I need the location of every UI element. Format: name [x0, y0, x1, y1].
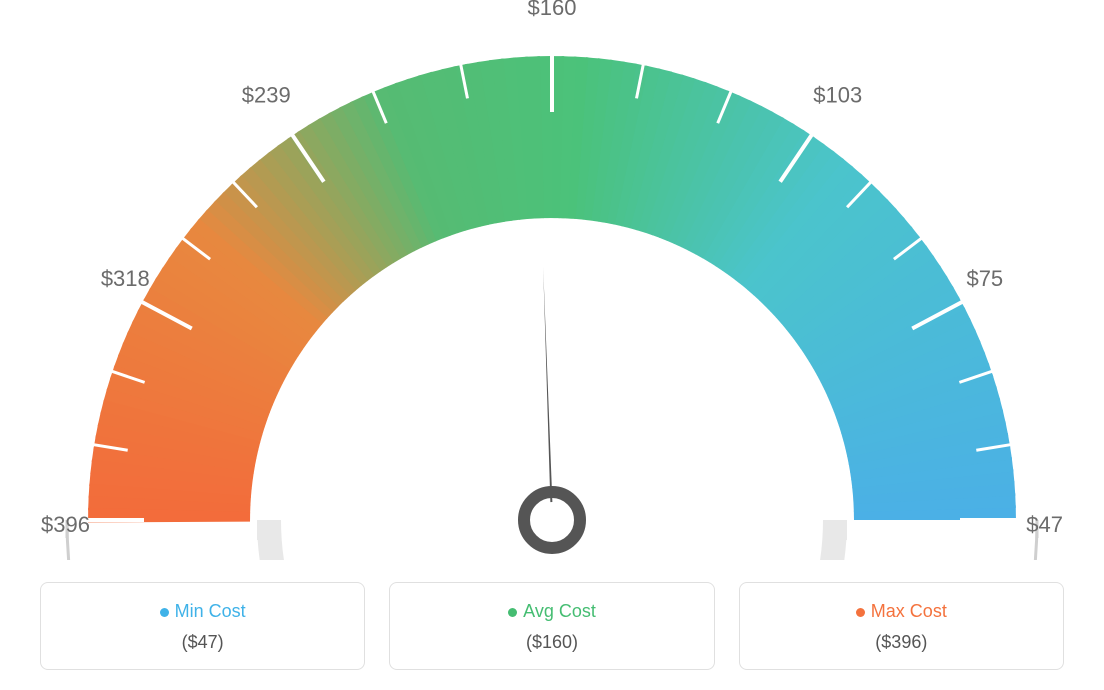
legend-avg-title: Avg Cost: [402, 601, 701, 622]
legend-avg-label: Avg Cost: [523, 601, 596, 621]
svg-text:$160: $160: [528, 0, 577, 20]
legend-row: Min Cost ($47) Avg Cost ($160) Max Cost …: [40, 582, 1064, 670]
svg-text:$396: $396: [41, 512, 90, 537]
legend-min-title: Min Cost: [53, 601, 352, 622]
gauge-svg: $47 $75 $103 $160 $239 $318 $396: [0, 0, 1104, 560]
legend-max-label: Max Cost: [871, 601, 947, 621]
legend-dot-max: [856, 608, 865, 617]
legend-min-label: Min Cost: [175, 601, 246, 621]
svg-text:$318: $318: [101, 266, 150, 291]
legend-card-min: Min Cost ($47): [40, 582, 365, 670]
gauge-area: $47 $75 $103 $160 $239 $318 $396: [0, 0, 1104, 560]
legend-dot-avg: [508, 608, 517, 617]
svg-text:$103: $103: [813, 82, 862, 107]
cost-gauge-chart: $47 $75 $103 $160 $239 $318 $396 Min Cost ($47…: [0, 0, 1104, 690]
legend-max-value: ($396): [752, 632, 1051, 653]
svg-text:$75: $75: [966, 266, 1003, 291]
legend-card-avg: Avg Cost ($160): [389, 582, 714, 670]
legend-dot-min: [160, 608, 169, 617]
legend-card-max: Max Cost ($396): [739, 582, 1064, 670]
svg-text:$47: $47: [1026, 512, 1063, 537]
legend-max-title: Max Cost: [752, 601, 1051, 622]
legend-min-value: ($47): [53, 632, 352, 653]
svg-text:$239: $239: [242, 82, 291, 107]
legend-avg-value: ($160): [402, 632, 701, 653]
